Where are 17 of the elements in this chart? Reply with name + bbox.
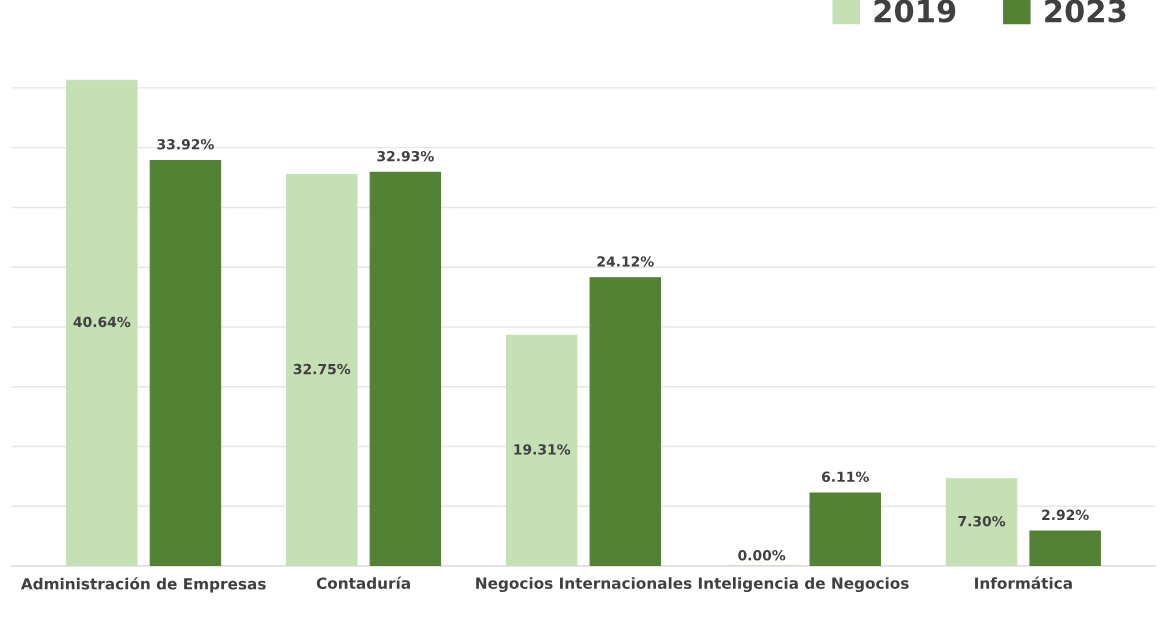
data-label: 7.30% bbox=[958, 515, 1006, 527]
x-tick-label: Negocios Internacionales bbox=[476, 577, 692, 593]
data-label: 0.00% bbox=[738, 550, 786, 561]
data-label: 40.64% bbox=[73, 316, 131, 328]
data-label: 24.12% bbox=[597, 256, 654, 267]
data-label: 2.92% bbox=[1042, 509, 1089, 521]
data-label: 19.31% bbox=[514, 444, 571, 455]
x-tick-label: Contaduría bbox=[316, 576, 410, 589]
legend-label: 2023 bbox=[1045, 0, 1126, 23]
x-tick-label: Informática bbox=[975, 576, 1072, 589]
data-label: 32.93% bbox=[377, 150, 434, 162]
data-label: 6.11% bbox=[821, 471, 869, 482]
data-label: 32.75% bbox=[293, 363, 351, 375]
data-label: 33.92% bbox=[157, 139, 214, 150]
x-tick-label: Administración de Empresas bbox=[20, 577, 266, 593]
x-tick-label: Inteligencia de Negocios bbox=[698, 577, 909, 593]
legend-label: 2019 bbox=[874, 0, 956, 23]
